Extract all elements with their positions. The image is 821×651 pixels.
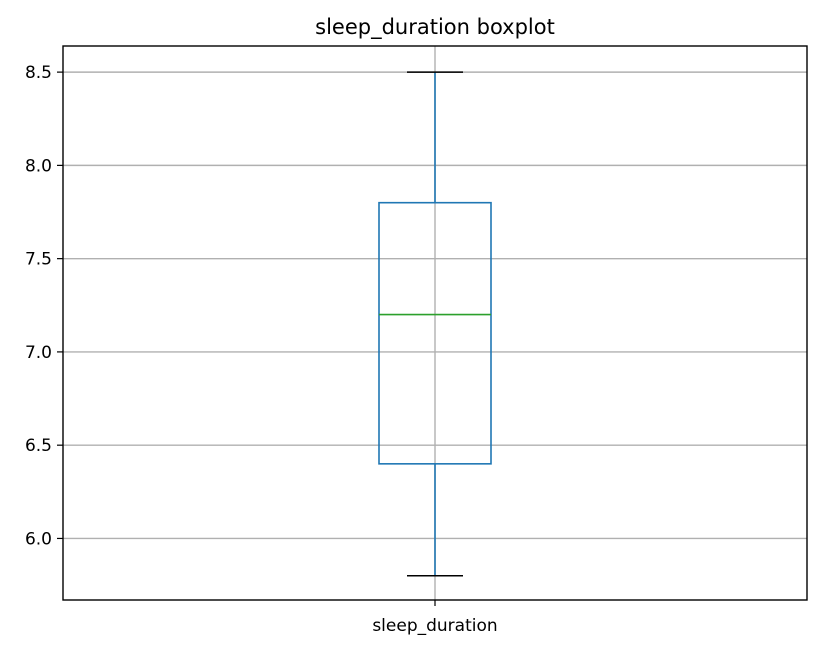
y-tick-label: 8.5 [25, 63, 52, 83]
x-tick-label: sleep_duration [372, 616, 497, 636]
y-tick-label: 6.5 [25, 436, 52, 456]
box-iqr [378, 201, 492, 465]
y-tick-label: 7.0 [25, 343, 52, 363]
y-tick-label: 7.5 [25, 250, 52, 270]
chart-title: sleep_duration boxplot [315, 15, 555, 40]
axis-layer: 6.0 6.5 7.0 7.5 8.0 8.5 sleep_duration [25, 63, 498, 636]
y-tick-label: 8.0 [25, 156, 52, 176]
box-layer [378, 71, 492, 577]
y-tick-label: 6.0 [25, 529, 52, 549]
